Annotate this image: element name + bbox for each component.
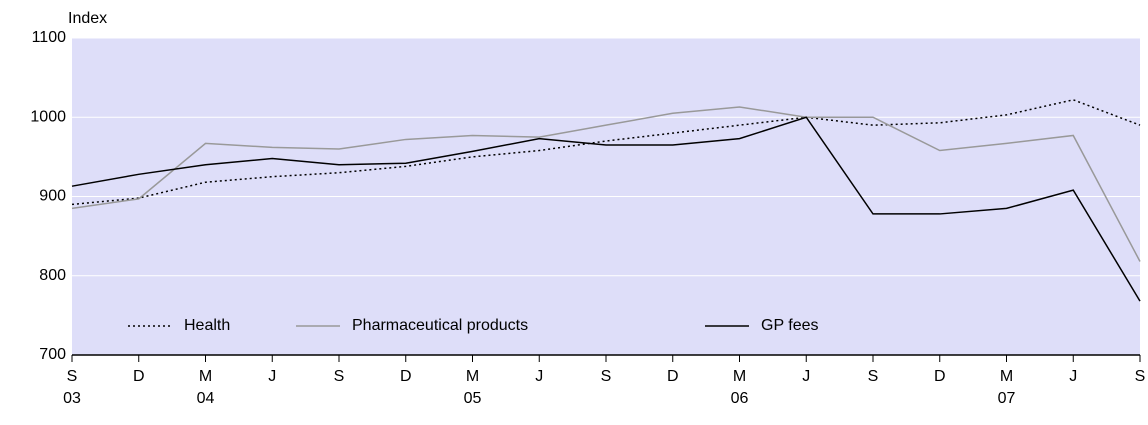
x-tick-label: D: [667, 368, 679, 385]
x-tick-label: J: [535, 368, 543, 385]
x-tick-label: M: [733, 368, 746, 385]
year-label: 06: [731, 390, 749, 407]
x-tick-label: S: [67, 368, 78, 385]
x-tick-label: D: [934, 368, 946, 385]
x-tick-label: J: [1069, 368, 1077, 385]
line-series: [71, 106, 1141, 262]
year-label: 04: [197, 390, 215, 407]
year-label: 05: [464, 390, 482, 407]
x-tick-label: M: [1000, 368, 1013, 385]
legend-label: Pharmaceutical products: [352, 317, 528, 334]
x-tick-label: S: [1135, 368, 1146, 385]
legend-label: Health: [184, 317, 230, 334]
line-series: [71, 99, 1141, 206]
x-tick-label: M: [199, 368, 212, 385]
line-series: [71, 116, 1141, 302]
x-tick-label: J: [802, 368, 810, 385]
x-tick-label: S: [334, 368, 345, 385]
year-label: 07: [998, 390, 1016, 407]
x-tick-label: D: [133, 368, 145, 385]
x-tick-label: J: [268, 368, 276, 385]
x-tick-label: S: [601, 368, 612, 385]
y-tick-label: 900: [39, 188, 66, 205]
y-tick-label: 800: [39, 267, 66, 284]
legend-label: GP fees: [761, 317, 819, 334]
y-tick-label: 1000: [30, 108, 66, 125]
x-tick-label: S: [868, 368, 879, 385]
x-tick-label: D: [400, 368, 412, 385]
year-label: 03: [63, 390, 81, 407]
x-tick-label: M: [466, 368, 479, 385]
y-tick-label: 700: [39, 346, 66, 363]
y-axis-label: Index: [68, 10, 107, 27]
y-tick-label: 1100: [32, 29, 67, 46]
